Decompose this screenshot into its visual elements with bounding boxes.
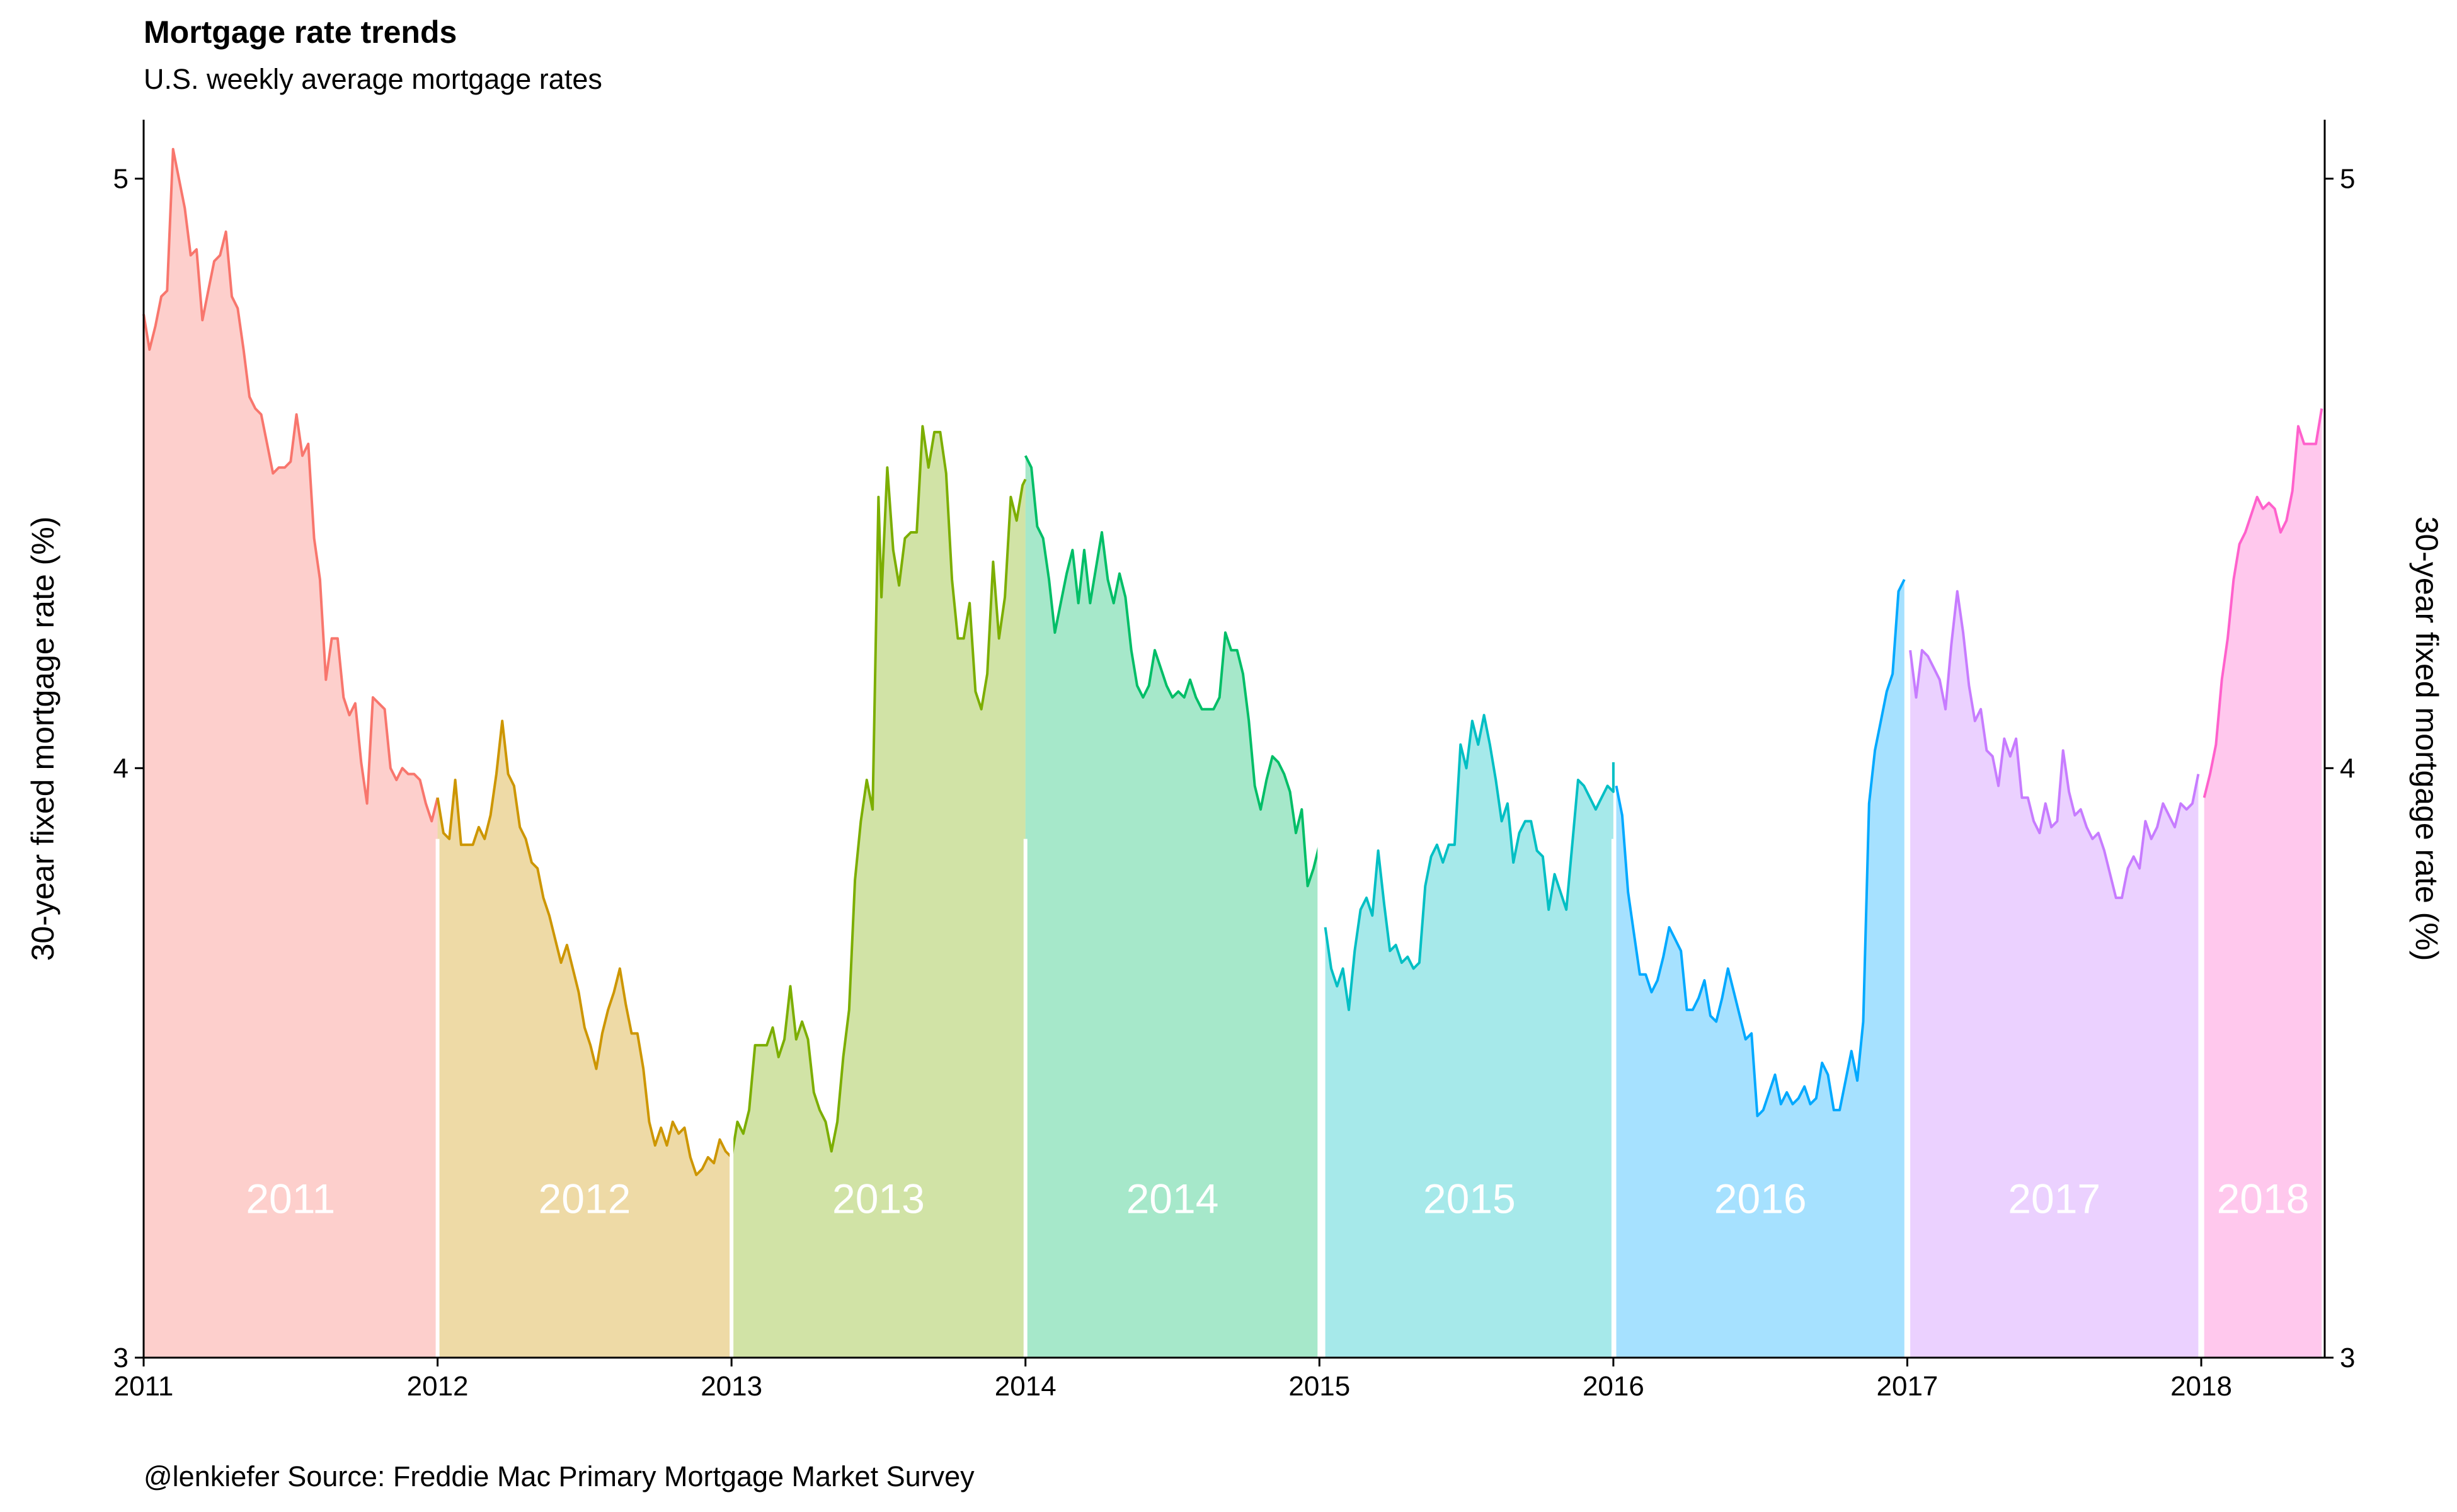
year-areas bbox=[144, 149, 2322, 1358]
year-label-2013: 2013 bbox=[832, 1176, 925, 1222]
x-tick-label-2013: 2013 bbox=[701, 1371, 762, 1402]
year-label-2011: 2011 bbox=[246, 1176, 335, 1222]
line-2017 bbox=[1909, 590, 2200, 900]
year-label-2018: 2018 bbox=[2217, 1176, 2310, 1222]
x-tick-label-2015: 2015 bbox=[1288, 1371, 1350, 1402]
chart-subtitle: U.S. weekly average mortgage rates bbox=[144, 63, 602, 95]
line-2011 bbox=[142, 147, 439, 823]
area-2013 bbox=[731, 426, 1026, 1358]
chart-title: Mortgage rate trends bbox=[144, 14, 457, 50]
year-dividers bbox=[435, 839, 2204, 1358]
y-axis-title-right: 30-year fixed mortgage rate (%) bbox=[2409, 517, 2444, 961]
line-2013 bbox=[730, 425, 1027, 1158]
area-2017 bbox=[1910, 591, 2199, 1358]
area-2014 bbox=[1025, 455, 1320, 1358]
y-tick-label-right-3: 3 bbox=[2340, 1343, 2355, 1373]
x-tick-label-2017: 2017 bbox=[1877, 1371, 1939, 1402]
x-tick-label-2011: 2011 bbox=[114, 1371, 174, 1402]
line-2016 bbox=[1615, 579, 1906, 1118]
y-axis-title-left: 30-year fixed mortgage rate (%) bbox=[25, 517, 60, 961]
area-2012 bbox=[437, 721, 732, 1358]
y-tick-label-right-5: 5 bbox=[2340, 164, 2355, 195]
source-caption: @lenkiefer Source: Freddie Mac Primary M… bbox=[144, 1460, 975, 1492]
year-label-2017: 2017 bbox=[2008, 1176, 2100, 1222]
year-labels: 2011 2012 2013 2014 2015 2016 2017 2018 bbox=[246, 1176, 2309, 1222]
x-tick-label-2012: 2012 bbox=[407, 1371, 469, 1402]
y-tick-label-right-4: 4 bbox=[2340, 753, 2355, 784]
axes: 3 3 4 4 5 5 2011 2012 2013 2014 2015 2016 2017 2018 30… bbox=[25, 120, 2444, 1402]
line-2014 bbox=[1024, 455, 1321, 888]
year-label-2014: 2014 bbox=[1126, 1176, 1219, 1222]
year-label-2015: 2015 bbox=[1423, 1176, 1516, 1222]
x-tick-label-2018: 2018 bbox=[2170, 1371, 2232, 1402]
y-tick-label-left-3: 3 bbox=[113, 1343, 129, 1373]
area-2011 bbox=[144, 149, 438, 1358]
area-2015 bbox=[1325, 715, 1613, 1358]
line-2018 bbox=[2202, 408, 2323, 798]
y-tick-label-left-5: 5 bbox=[113, 164, 129, 195]
y-tick-label-left-4: 4 bbox=[113, 753, 129, 784]
x-tick-label-2016: 2016 bbox=[1583, 1371, 1644, 1402]
line-2015 bbox=[1324, 714, 1615, 1011]
area-2018 bbox=[2204, 408, 2322, 1358]
line-2012 bbox=[436, 719, 733, 1176]
year-label-2012: 2012 bbox=[538, 1176, 631, 1222]
x-tick-label-2014: 2014 bbox=[995, 1371, 1057, 1402]
year-lines bbox=[142, 147, 2323, 1176]
year-label-2016: 2016 bbox=[1714, 1176, 1807, 1222]
area-2016 bbox=[1616, 579, 1904, 1358]
